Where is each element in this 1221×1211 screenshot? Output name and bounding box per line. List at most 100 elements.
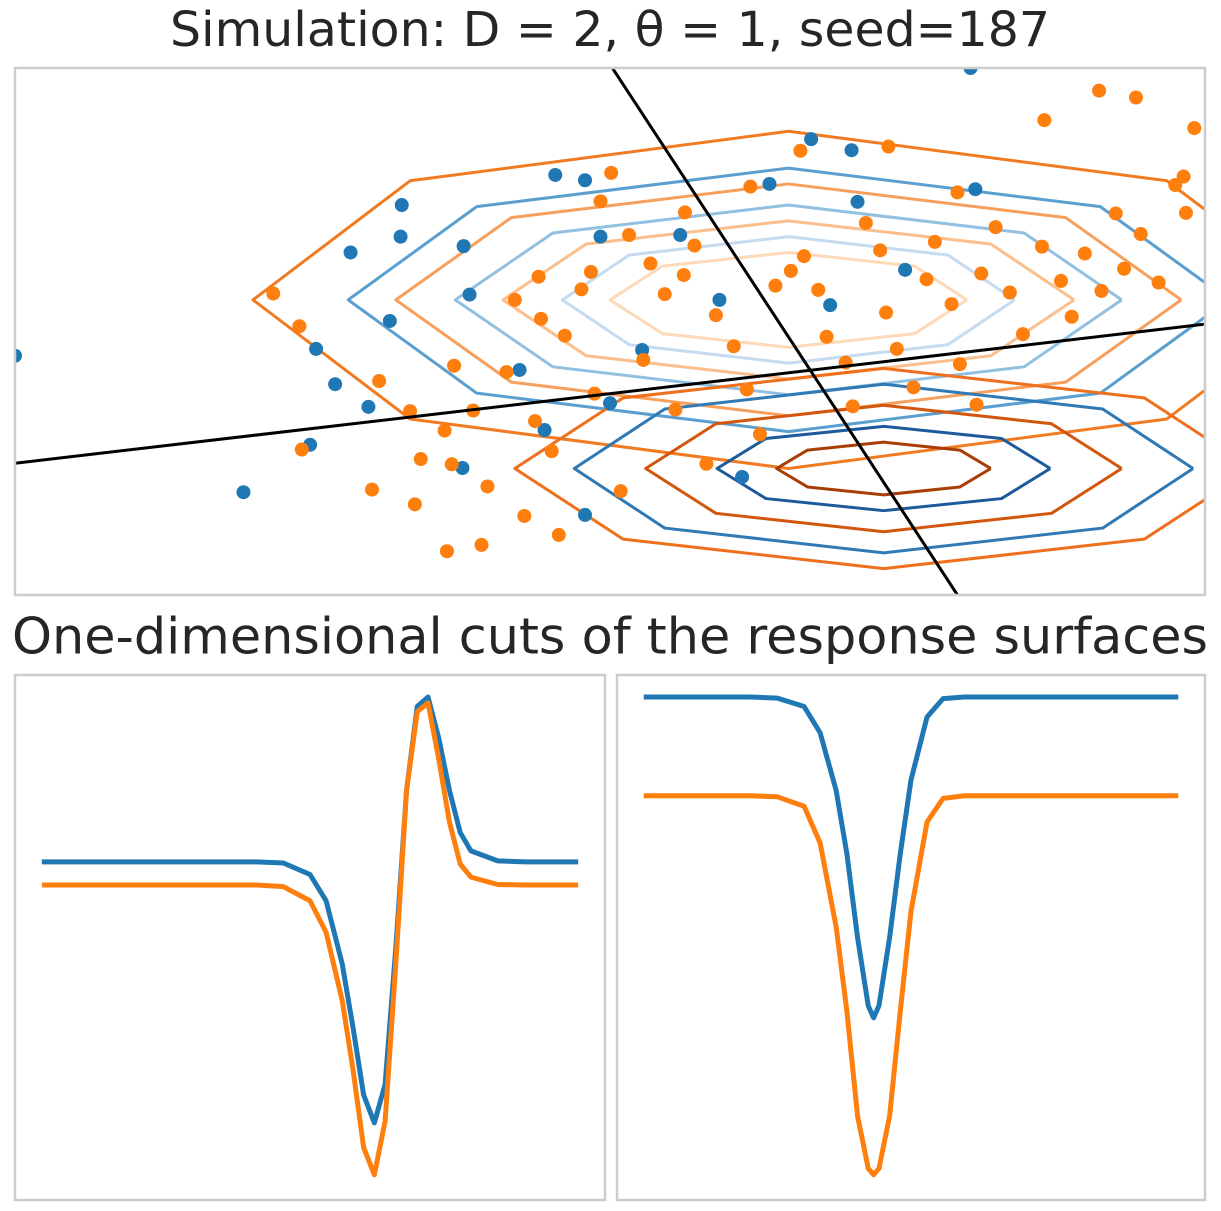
scatter-point bbox=[292, 319, 307, 334]
scatter-point bbox=[1133, 227, 1148, 242]
plot-background bbox=[15, 675, 605, 1200]
scatter-point bbox=[403, 404, 418, 419]
scatter-point bbox=[881, 139, 896, 154]
scatter-point bbox=[1015, 327, 1030, 342]
scatter-point bbox=[328, 377, 343, 392]
scatter-point bbox=[1108, 206, 1123, 221]
scatter-point bbox=[796, 249, 811, 264]
scatter-point bbox=[382, 313, 397, 328]
scatter-point bbox=[393, 229, 408, 244]
contour-line bbox=[251, 129, 1205, 471]
scatter-point bbox=[1064, 309, 1079, 324]
scatter-point bbox=[783, 263, 798, 278]
scatter-point bbox=[823, 298, 838, 313]
scatter-point bbox=[413, 452, 428, 467]
contour-line bbox=[715, 424, 1052, 513]
scatter-point bbox=[844, 143, 859, 158]
scatter-point bbox=[462, 287, 477, 302]
contour-line bbox=[775, 440, 992, 497]
scatter-point bbox=[676, 268, 691, 283]
scatter-point bbox=[456, 239, 471, 254]
plot-background bbox=[617, 675, 1205, 1200]
scatter-point bbox=[668, 402, 683, 417]
scatter-point bbox=[499, 365, 514, 380]
scatter-point bbox=[593, 194, 608, 209]
scatter-point bbox=[944, 297, 959, 312]
scatter-point bbox=[906, 380, 921, 395]
scatter-point bbox=[1077, 246, 1092, 261]
scatter-point bbox=[622, 228, 637, 243]
scatter-point bbox=[365, 482, 379, 497]
scatter-point bbox=[583, 264, 598, 279]
contour-line bbox=[15, 322, 1205, 465]
scatter-point bbox=[968, 182, 983, 197]
scatter-point bbox=[889, 341, 904, 356]
scatter-point bbox=[879, 305, 894, 320]
scatter-point bbox=[593, 229, 608, 244]
scatter-point bbox=[793, 143, 808, 158]
scatter-point bbox=[752, 427, 767, 442]
line-series bbox=[41, 700, 579, 1178]
scatter-point bbox=[804, 132, 819, 147]
contour-line bbox=[644, 403, 1123, 534]
scatter-point bbox=[963, 68, 978, 75]
scatter-point bbox=[528, 414, 543, 429]
scatter-point bbox=[927, 234, 942, 249]
scatter-point bbox=[533, 311, 548, 326]
scatter-point bbox=[537, 423, 552, 438]
scatter-point bbox=[603, 396, 617, 411]
scatter-point bbox=[15, 348, 22, 363]
scatter-point bbox=[726, 339, 741, 354]
scatter-point bbox=[294, 442, 309, 457]
scatter-point bbox=[969, 397, 984, 412]
contour-line bbox=[513, 366, 1205, 571]
line-series bbox=[643, 694, 1179, 1021]
plot-frame bbox=[615, 673, 1207, 1202]
scatter-point bbox=[677, 205, 692, 220]
scatter-point bbox=[1117, 261, 1132, 276]
scatter-point bbox=[768, 278, 783, 293]
scatter-point bbox=[455, 460, 470, 475]
scatter-point bbox=[1151, 275, 1166, 290]
scatter-point bbox=[557, 328, 572, 343]
line-series bbox=[643, 793, 1179, 1178]
contour-line bbox=[346, 166, 1205, 434]
scatter-point bbox=[1094, 283, 1109, 298]
scatter-point bbox=[517, 508, 532, 523]
scatter-point bbox=[361, 399, 376, 414]
scatter-point bbox=[898, 262, 913, 277]
scatter-point bbox=[1054, 273, 1069, 288]
scatter-point bbox=[1037, 113, 1052, 128]
contour-line bbox=[608, 250, 968, 349]
scatter-point bbox=[739, 382, 754, 397]
scatter-point bbox=[372, 374, 387, 389]
scatter-point bbox=[444, 457, 459, 472]
scatter-point bbox=[309, 341, 324, 356]
scatter-point bbox=[1187, 121, 1202, 136]
scatter-point bbox=[578, 173, 593, 188]
scatter-point bbox=[743, 179, 758, 194]
scatter-point bbox=[919, 272, 934, 287]
scatter-point bbox=[578, 507, 593, 522]
scatter-point bbox=[988, 220, 1003, 235]
scatter-point bbox=[394, 198, 409, 213]
contour-line bbox=[501, 219, 1075, 381]
plot-frame bbox=[13, 66, 1207, 597]
scatter-point bbox=[657, 287, 672, 302]
scatter-point bbox=[437, 423, 452, 438]
scatter-point bbox=[687, 238, 702, 253]
plot-area bbox=[643, 694, 1179, 1178]
scatter-point bbox=[950, 185, 965, 200]
scatter-point bbox=[480, 479, 495, 494]
scatter-point bbox=[1002, 285, 1017, 300]
scatter-point bbox=[613, 484, 628, 499]
scatter-point bbox=[712, 292, 727, 307]
scatter-point bbox=[673, 228, 688, 243]
section-title: One-dimensional cuts of the response sur… bbox=[12, 608, 1208, 666]
scatter-point bbox=[762, 176, 777, 191]
scatter-point bbox=[548, 167, 563, 182]
plot-area bbox=[15, 68, 1205, 595]
scatter-point bbox=[708, 308, 723, 323]
scatter-point bbox=[845, 399, 860, 414]
